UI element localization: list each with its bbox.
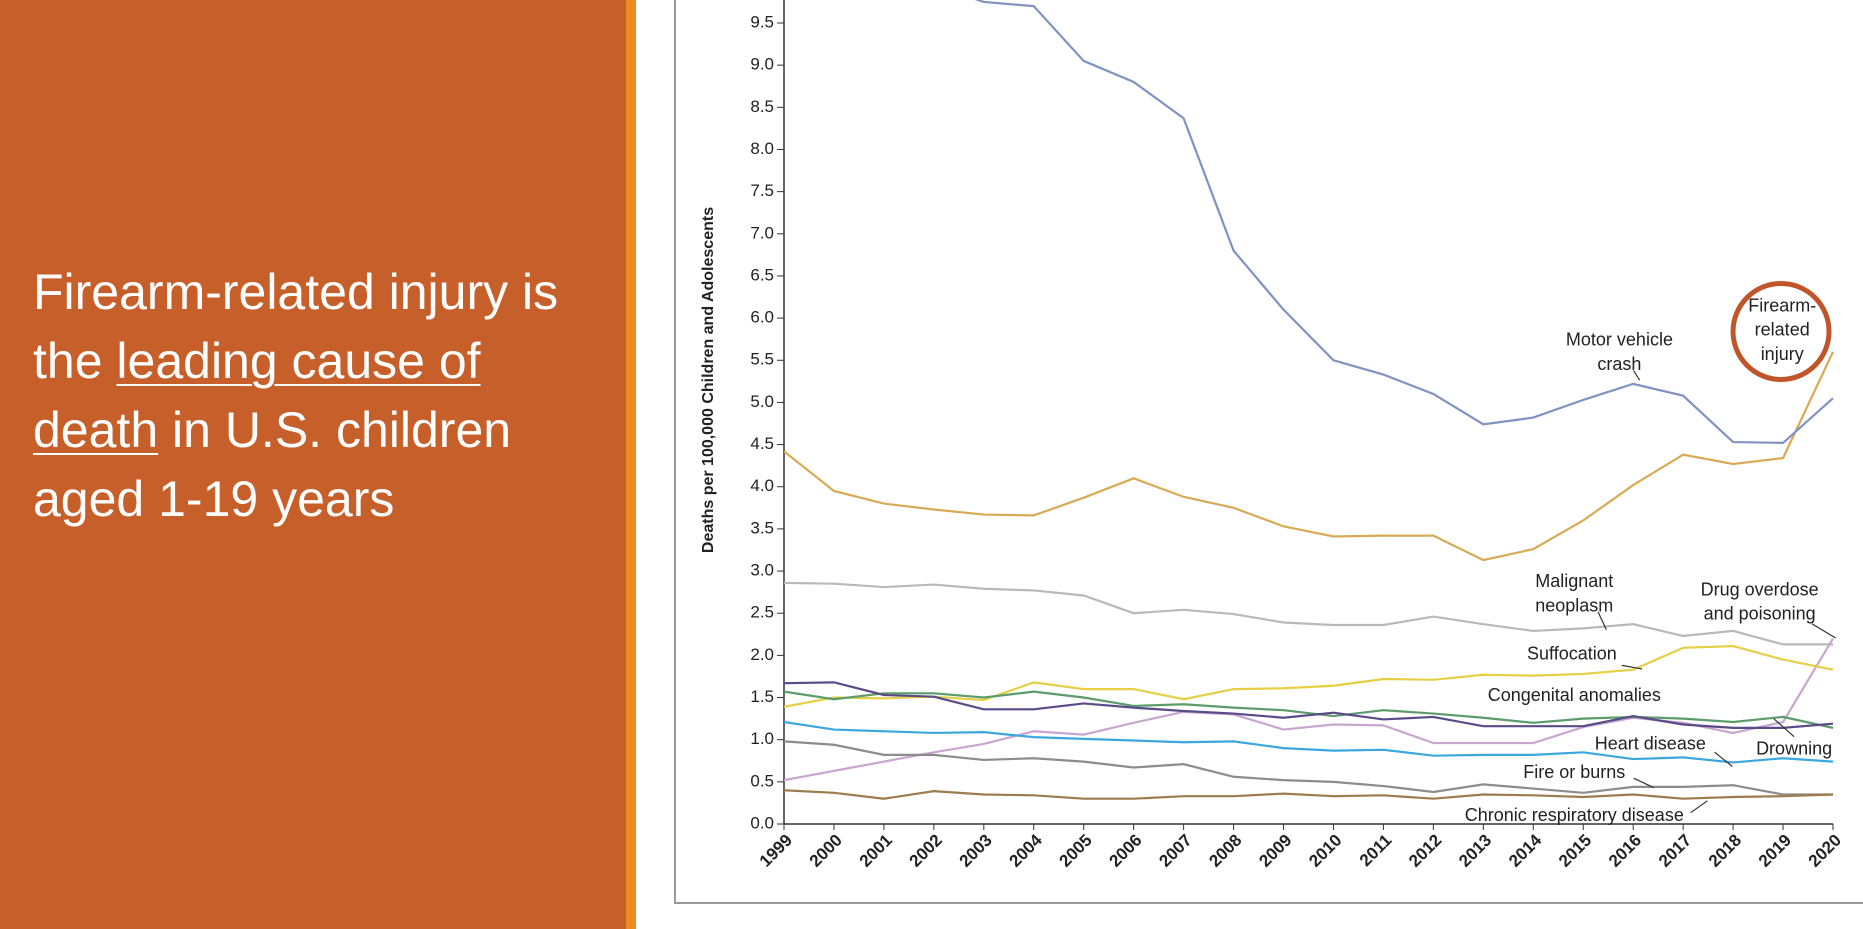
label-leader (1633, 370, 1641, 381)
x-tick-label: 2020 (1805, 831, 1845, 871)
y-tick-label: 6.0 (750, 308, 774, 327)
y-tick-label: 1.0 (750, 729, 774, 748)
x-tick-label: 2017 (1655, 831, 1695, 871)
series-label: Drowning (1756, 738, 1832, 758)
x-tick-label: 2015 (1555, 831, 1595, 871)
series-label: crash (1597, 354, 1641, 374)
y-tick-label: 0.0 (750, 813, 774, 832)
series-label: Firearm- (1748, 295, 1816, 315)
series-line (784, 351, 1834, 562)
headline-text: in U.S. children aged 1-19 years (33, 402, 512, 527)
x-tick-label: 2005 (1056, 831, 1096, 871)
x-tick-label: 2007 (1155, 831, 1195, 871)
series-label: Motor vehicle (1566, 330, 1673, 350)
x-tick-label: 2010 (1305, 831, 1345, 871)
x-tick-label: 2006 (1105, 831, 1145, 871)
series-label: Chronic respiratory disease (1465, 805, 1684, 825)
series-label: Malignant (1535, 571, 1613, 591)
series-label: and poisoning (1704, 604, 1816, 624)
y-tick-label: 8.5 (750, 97, 774, 116)
label-leader (1811, 623, 1836, 639)
highlight-circle (1730, 280, 1832, 382)
y-tick-label: 2.5 (750, 603, 774, 622)
x-tick-label: 2011 (1356, 831, 1396, 871)
label-leader (1773, 718, 1795, 738)
x-tick-label: 1999 (756, 831, 796, 871)
y-tick-label: 6.5 (750, 265, 774, 284)
y-tick-label: 1.5 (750, 687, 774, 706)
y-tick-label: 4.0 (750, 476, 774, 495)
label-leader (1633, 777, 1655, 789)
label-leader (1690, 800, 1708, 814)
y-tick-label: 9.5 (750, 12, 774, 31)
series-line (784, 789, 1834, 800)
series-line (784, 720, 1834, 764)
title-panel (0, 0, 626, 929)
series-label: Drug overdose (1701, 579, 1819, 599)
y-tick-label: 5.5 (750, 350, 774, 369)
series-line (784, 681, 1834, 729)
y-tick-label: 0.5 (750, 771, 774, 790)
x-tick-label: 2019 (1755, 831, 1795, 871)
x-tick-label: 2014 (1505, 830, 1546, 871)
y-tick-label: 3.0 (750, 561, 774, 580)
series-label: injury (1761, 344, 1804, 364)
x-tick-label: 2013 (1455, 831, 1495, 871)
y-axis-label: Deaths per 100,000 Children and Adolesce… (700, 207, 717, 553)
series-label: Heart disease (1595, 734, 1706, 754)
x-tick-label: 2000 (806, 831, 846, 871)
label-leader (1714, 751, 1733, 767)
series-line (784, 581, 1833, 646)
y-tick-label: 5.0 (750, 392, 774, 411)
x-tick-label: 2009 (1255, 831, 1295, 871)
y-tick-label: 2.0 (750, 645, 774, 664)
label-leader (1597, 611, 1607, 630)
y-tick-label: 3.5 (750, 518, 774, 537)
series-line (784, 690, 1834, 729)
x-tick-label: 2016 (1605, 831, 1645, 871)
y-tick-label: 4.5 (750, 434, 774, 453)
headline-emphasis: leading cause of death (33, 333, 481, 458)
series-line (974, 0, 1834, 445)
series-line (784, 644, 1834, 708)
x-tick-label: 2002 (906, 831, 946, 871)
chart-frame (674, 0, 1863, 904)
y-tick-label: 7.0 (750, 223, 774, 242)
x-tick-label: 2008 (1205, 831, 1245, 871)
headline: Firearm-related injury is the leading ca… (33, 258, 613, 534)
y-tick-label: 8.0 (750, 139, 774, 158)
accent-stripe (626, 0, 636, 929)
x-tick-label: 2001 (856, 831, 896, 871)
label-leader (1621, 664, 1643, 670)
y-tick-label: 7.5 (750, 181, 774, 200)
headline-text: Firearm-related injury is the (33, 264, 559, 389)
x-tick-label: 2012 (1405, 831, 1445, 871)
series-line (784, 637, 1834, 782)
series-label: related (1755, 320, 1810, 340)
x-tick-label: 2018 (1705, 831, 1745, 871)
series-label: neoplasm (1535, 595, 1613, 615)
y-tick-label: 9.0 (750, 55, 774, 74)
x-tick-label: 2004 (1006, 830, 1047, 871)
series-label: Congenital anomalies (1488, 685, 1661, 705)
series-label: Fire or burns (1523, 762, 1625, 782)
series-line (784, 740, 1833, 796)
x-tick-label: 2003 (956, 831, 996, 871)
series-label: Suffocation (1527, 643, 1617, 663)
